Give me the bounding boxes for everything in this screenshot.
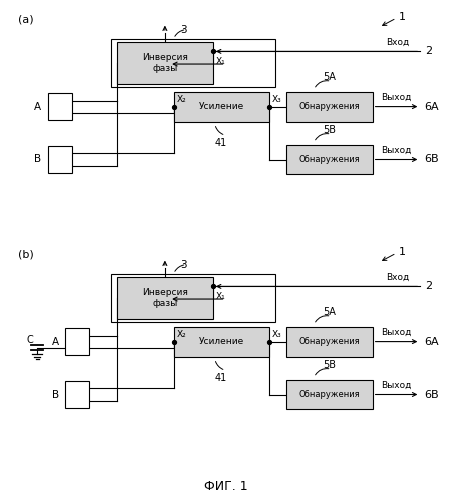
Text: Выход: Выход	[381, 146, 412, 155]
Bar	[117, 277, 212, 318]
Text: Инверсия
фазы: Инверсия фазы	[142, 53, 188, 72]
Text: 5B: 5B	[323, 360, 336, 370]
Text: 1: 1	[399, 12, 406, 22]
Bar	[286, 326, 373, 356]
Text: 5B: 5B	[323, 126, 336, 136]
Text: X₃: X₃	[272, 330, 281, 339]
Bar	[117, 42, 212, 84]
Text: ФИГ. 1: ФИГ. 1	[204, 480, 247, 492]
Text: 6A: 6A	[425, 102, 439, 112]
Text: Обнаружения: Обнаружения	[299, 102, 360, 111]
Text: Выход: Выход	[381, 93, 412, 102]
Bar	[286, 380, 373, 410]
Bar	[286, 144, 373, 174]
Text: 2: 2	[425, 282, 432, 292]
Bar	[111, 39, 275, 87]
Text: 41: 41	[215, 138, 227, 147]
Bar	[174, 326, 269, 356]
Text: 3: 3	[180, 24, 187, 34]
Text: X₂: X₂	[177, 95, 186, 104]
Text: (b): (b)	[18, 249, 33, 259]
Text: 1: 1	[399, 247, 406, 257]
Text: Обнаружения: Обнаружения	[299, 390, 360, 399]
Bar	[65, 328, 89, 355]
Text: 2: 2	[425, 46, 432, 56]
Text: 6A: 6A	[425, 336, 439, 346]
Text: B: B	[52, 390, 59, 400]
Bar	[48, 93, 72, 120]
Text: (a): (a)	[18, 14, 33, 24]
Text: Выход: Выход	[381, 381, 412, 390]
Bar	[65, 380, 89, 408]
Text: Выход: Выход	[381, 328, 412, 337]
Text: 5A: 5A	[323, 308, 336, 318]
Text: 6B: 6B	[425, 154, 439, 164]
Text: Усиление: Усиление	[198, 102, 244, 111]
Text: Вход: Вход	[386, 273, 410, 282]
Text: Обнаружения: Обнаружения	[299, 337, 360, 346]
Text: A: A	[52, 336, 59, 346]
Text: X₂: X₂	[177, 330, 186, 339]
Text: C: C	[26, 334, 33, 344]
Text: Вход: Вход	[386, 38, 410, 47]
Text: Инверсия
фазы: Инверсия фазы	[142, 288, 188, 308]
Text: Обнаружения: Обнаружения	[299, 155, 360, 164]
Bar	[286, 92, 373, 122]
Text: X₁: X₁	[216, 292, 226, 301]
Text: B: B	[34, 154, 41, 164]
Text: 5A: 5A	[323, 72, 336, 83]
Bar	[174, 92, 269, 122]
Text: X₁: X₁	[216, 57, 226, 66]
Text: 6B: 6B	[425, 390, 439, 400]
Text: Усиление: Усиление	[198, 337, 244, 346]
Text: A: A	[34, 102, 41, 112]
Text: 3: 3	[180, 260, 187, 270]
Text: X₃: X₃	[272, 95, 281, 104]
Bar	[111, 274, 275, 322]
Text: 41: 41	[215, 372, 227, 382]
Bar	[48, 146, 72, 174]
